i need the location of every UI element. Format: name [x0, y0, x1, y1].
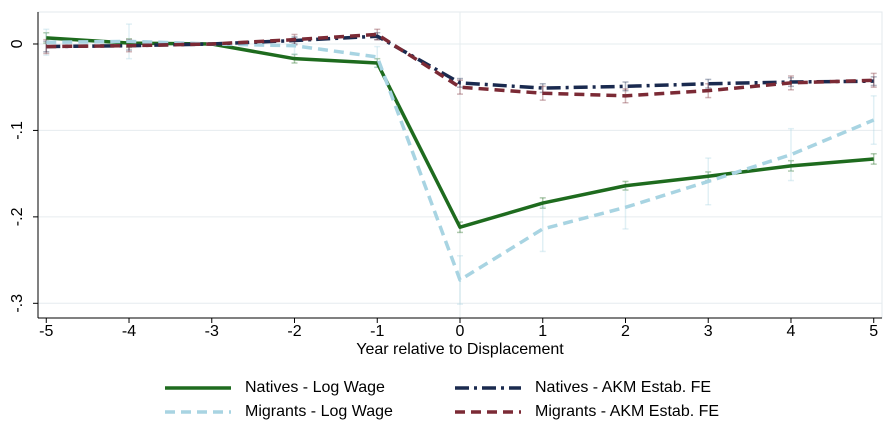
x-tick-label: -1: [370, 323, 384, 340]
legend-label: Migrants - Log Wage: [245, 403, 393, 420]
x-tick-label: -5: [39, 323, 53, 340]
x-tick-label: 3: [704, 323, 713, 340]
error-bar: [787, 127, 794, 182]
x-tick-label: 4: [787, 323, 796, 340]
error-bar: [539, 205, 546, 253]
y-tick-label: -.1: [9, 121, 26, 140]
x-tick-label: 2: [621, 323, 630, 340]
y-tick-label: 0: [9, 39, 26, 48]
x-axis-label: Year relative to Displacement: [356, 341, 564, 358]
legend-label: Migrants - AKM Estab. FE: [535, 403, 719, 420]
series-line: [46, 32, 874, 98]
legend-label: Natives - AKM Estab. FE: [535, 379, 711, 396]
error-bar: [622, 81, 629, 92]
x-tick-label: 1: [538, 323, 547, 340]
x-tick-label: -3: [205, 323, 219, 340]
error-bar: [870, 72, 877, 88]
x-tick-label: -4: [122, 323, 136, 340]
x-tick-label: 0: [456, 323, 465, 340]
x-tick-label: 5: [869, 323, 878, 340]
legend-label: Natives - Log Wage: [245, 379, 385, 396]
error-bar: [705, 78, 712, 89]
y-tick-label: -.3: [9, 294, 26, 313]
x-tick-label: -2: [287, 323, 301, 340]
y-tick-label: -.2: [9, 207, 26, 226]
